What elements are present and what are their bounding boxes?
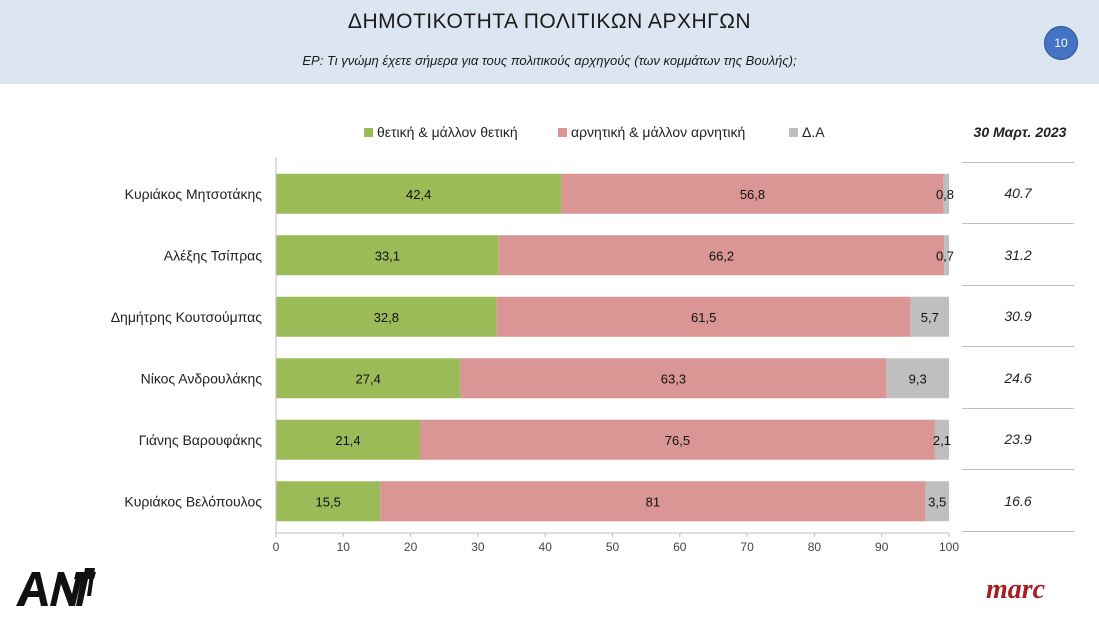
data-label: 66,2 — [709, 248, 734, 263]
x-tick-label: 80 — [808, 540, 822, 554]
bar-segment — [460, 358, 887, 399]
bar-segment — [420, 419, 935, 460]
legend-swatch-1 — [558, 128, 567, 137]
bar-segment — [276, 481, 381, 522]
data-label: 21,4 — [335, 433, 360, 448]
bars: 42,4 56,8 0,8 33,1 66,2 0,7 32,8 61,5 5,7 27,4 63,… — [276, 173, 954, 522]
x-tick-label: 70 — [740, 540, 754, 554]
category-label: Αλέξης Τσίπρας — [164, 247, 262, 263]
data-label: 56,8 — [740, 187, 765, 202]
data-label: 27,4 — [356, 371, 381, 386]
side-table-value: 30.9 — [962, 286, 1074, 347]
x-tick-label: 60 — [673, 540, 687, 554]
category-label: Νίκος Ανδρουλάκης — [141, 370, 263, 386]
category-labels: Κυριάκος Μητσοτάκης Αλέξης Τσίπρας Δημήτρη… — [111, 186, 263, 510]
bar-segment — [498, 235, 945, 276]
bar-segment — [276, 296, 497, 337]
data-label: 76,5 — [665, 433, 690, 448]
bar-segment — [496, 296, 911, 337]
bar-segment — [944, 235, 949, 276]
side-table-divider — [962, 162, 1074, 163]
x-axis: 0 10 20 30 40 50 60 70 80 90 100 — [273, 157, 959, 554]
category-label: Δημήτρης Κουτσούμπας — [111, 309, 263, 325]
data-label: 15,5 — [316, 494, 341, 509]
side-table-value: 24.6 — [962, 348, 1074, 409]
x-tick-label: 40 — [539, 540, 553, 554]
bar-segment — [886, 358, 949, 399]
side-table-value: 31.2 — [962, 225, 1074, 286]
x-tick-label: 50 — [606, 540, 620, 554]
ant1-logo — [14, 566, 98, 613]
data-label: 9,3 — [909, 371, 927, 386]
side-table-header: 30 Μαρτ. 2023 — [973, 124, 1067, 140]
page-title: ΔΗΜΟΤΙΚΟΤΗΤΑ ΠΟΛΙΤΙΚΩΝ ΑΡΧΗΓΩΝ — [347, 10, 752, 33]
page-number-badge: 10 — [1044, 26, 1078, 60]
category-label: Κυριάκος Βελόπουλος — [124, 493, 262, 509]
x-tick-label: 10 — [337, 540, 351, 554]
x-tick-label: 20 — [404, 540, 418, 554]
marc-logo: marc — [986, 574, 1046, 605]
data-label: 61,5 — [691, 310, 716, 325]
bar-segment — [380, 481, 926, 522]
side-table-value: 16.6 — [962, 471, 1074, 532]
chart-legend: θετική & μάλλον θετική αρνητική & μάλλον … — [364, 124, 825, 140]
bar-segment — [276, 235, 499, 276]
bar-segment — [276, 358, 461, 399]
x-tick-label: 30 — [471, 540, 485, 554]
header-band: ΔΗΜΟΤΙΚΟΤΗΤΑ ΠΟΛΙΤΙΚΩΝ ΑΡΧΗΓΩΝ ΕΡ: Τι γν… — [0, 0, 1099, 84]
bar-segment — [934, 419, 949, 460]
category-label: Γιάνης Βαρουφάκης — [139, 432, 263, 448]
question-subtitle: ΕΡ: Τι γνώμη έχετε σήμερα για τους πολιτ… — [302, 53, 797, 68]
bar-segment — [276, 419, 421, 460]
bar-segment — [276, 173, 562, 214]
category-label: Κυριάκος Μητσοτάκης — [125, 186, 263, 202]
legend-swatch-2 — [789, 128, 798, 137]
bar-segment — [943, 173, 949, 214]
x-tick-label: 100 — [939, 540, 959, 554]
legend-label-0: θετική & μάλλον θετική — [377, 124, 518, 140]
data-label: 5,7 — [921, 310, 939, 325]
data-label: 63,3 — [661, 371, 686, 386]
data-label: 33,1 — [375, 248, 400, 263]
bar-segment — [910, 296, 949, 337]
bar-segment — [925, 481, 949, 522]
side-table-value: 40.7 — [962, 163, 1074, 224]
data-label: 2,1 — [933, 433, 951, 448]
bar-segment — [561, 173, 944, 214]
legend-swatch-0 — [364, 128, 373, 137]
legend-label-2: Δ.Α — [802, 124, 825, 140]
data-label: 0,8 — [936, 187, 954, 202]
x-tick-label: 0 — [273, 540, 280, 554]
data-label: 0,7 — [936, 248, 954, 263]
data-label: 81 — [646, 494, 660, 509]
x-tick-label: 90 — [875, 540, 889, 554]
side-table-value: 23.9 — [962, 409, 1074, 470]
legend-label-1: αρνητική & μάλλον αρνητική — [571, 124, 745, 140]
data-label: 42,4 — [406, 187, 431, 202]
data-label: 32,8 — [374, 310, 399, 325]
data-label: 3,5 — [928, 494, 946, 509]
